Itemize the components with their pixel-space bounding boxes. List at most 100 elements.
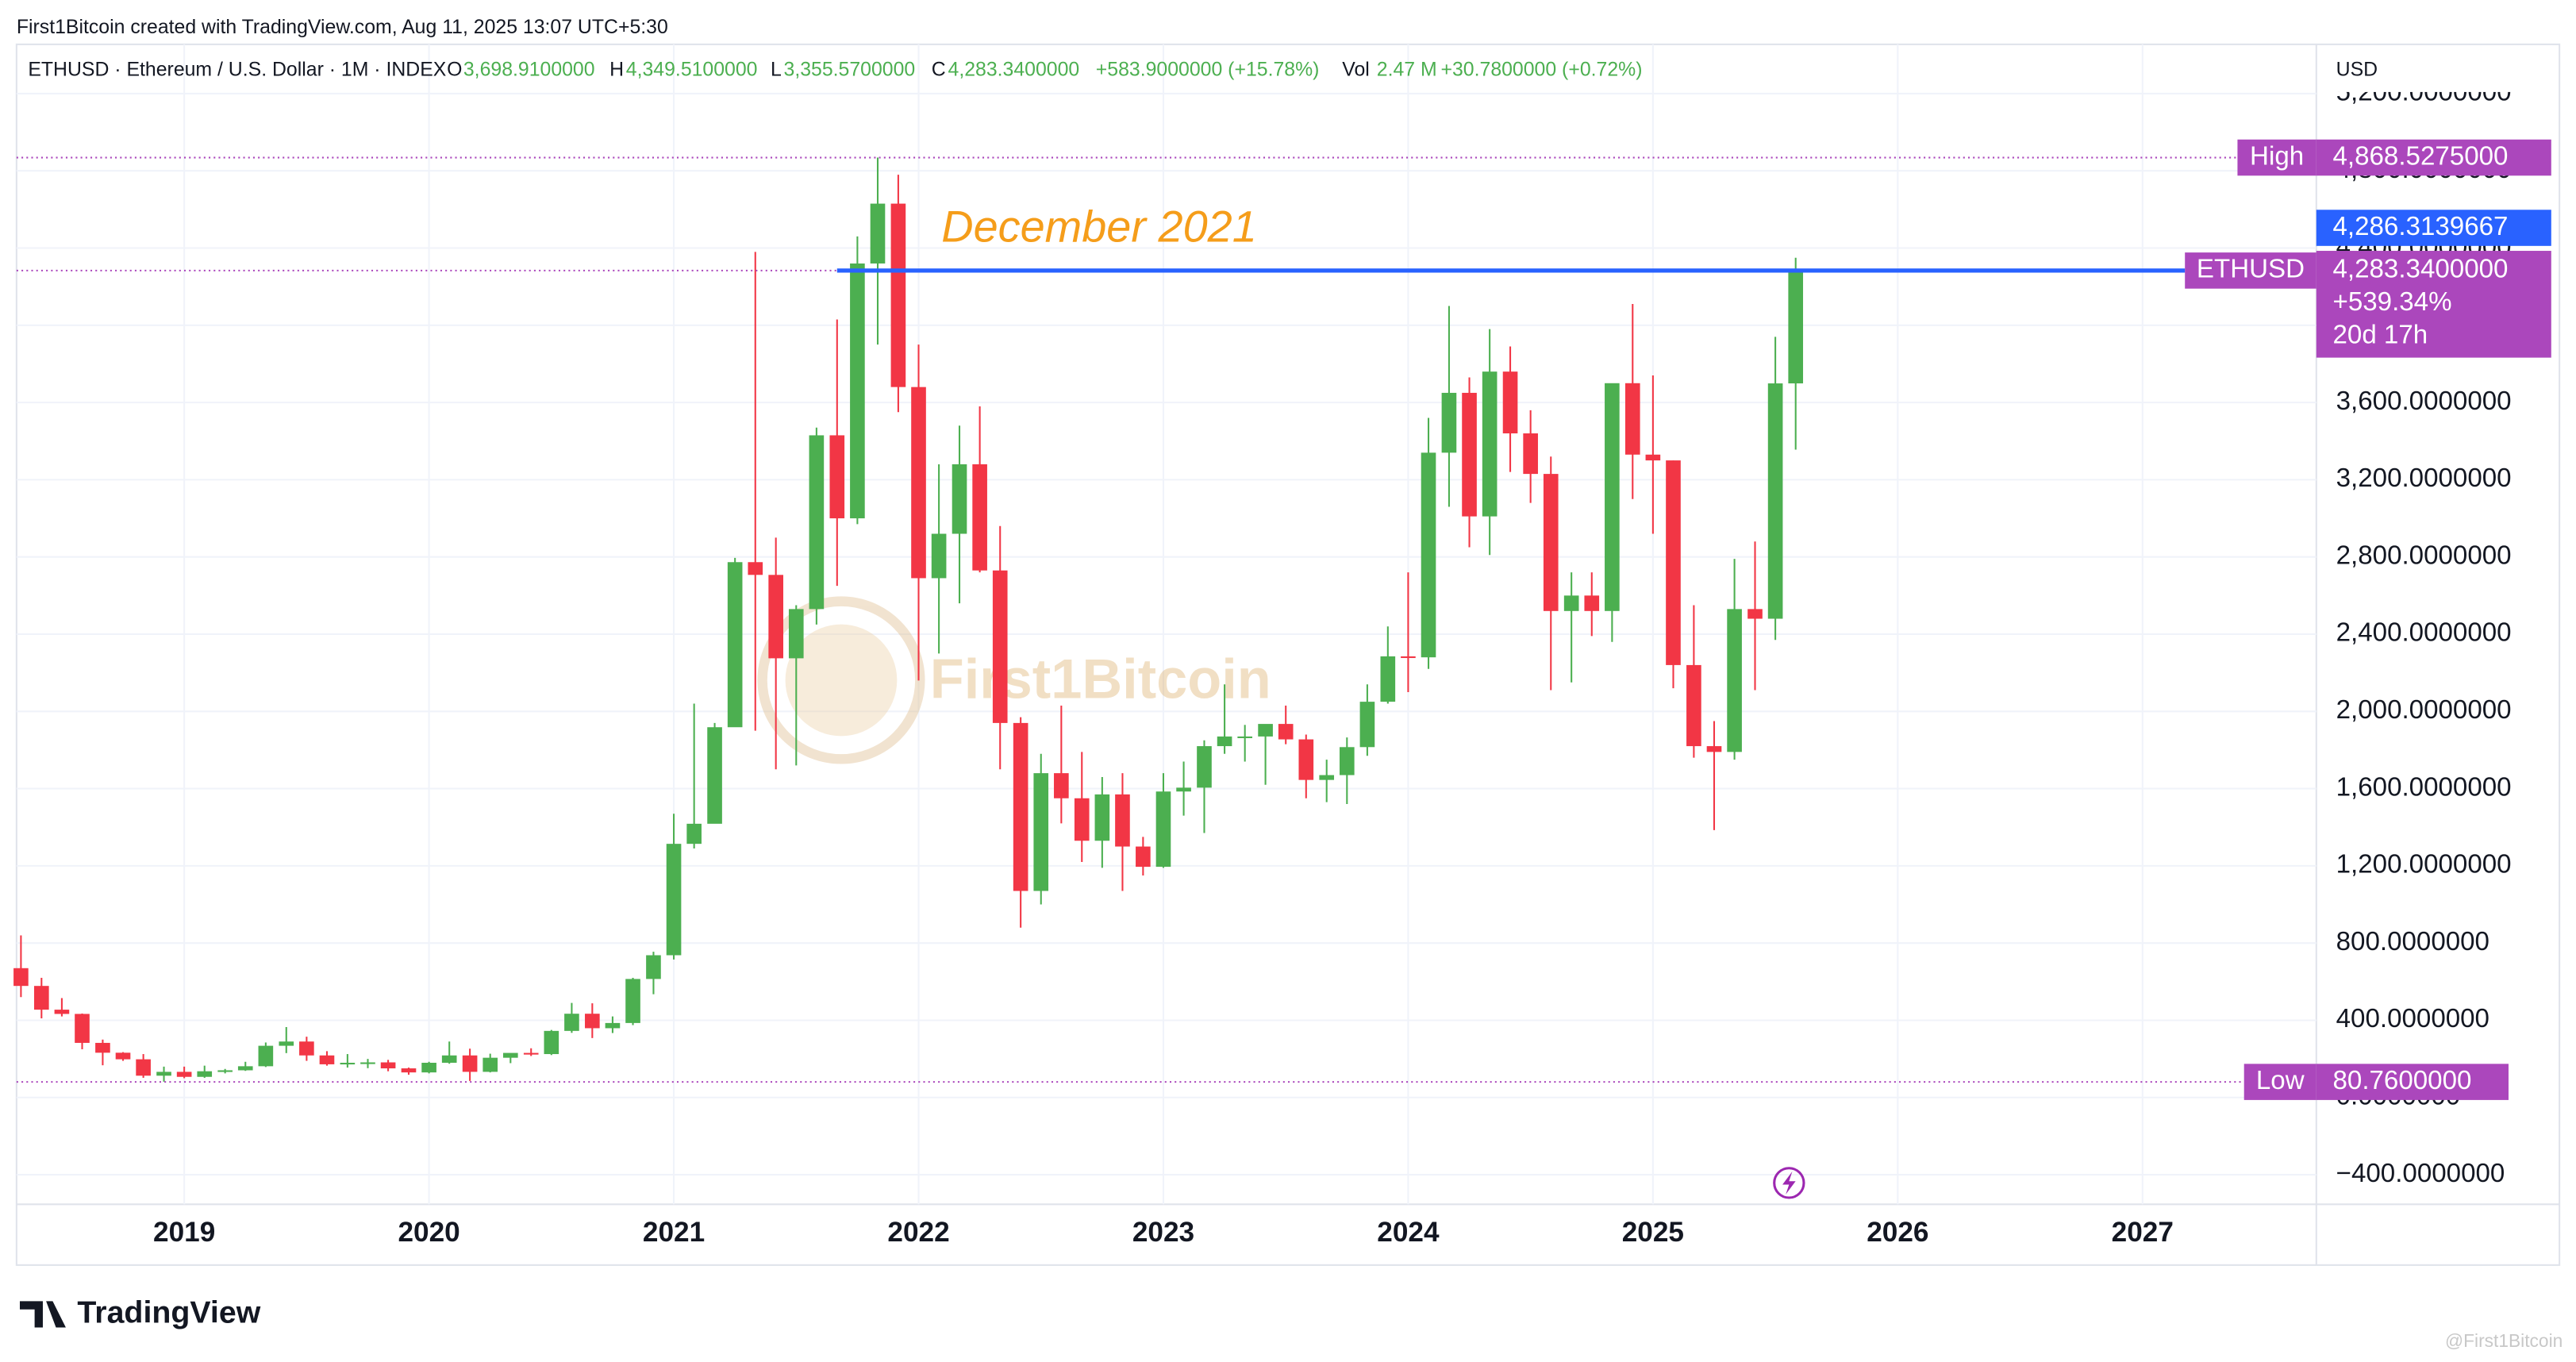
candle-body [585,1014,600,1029]
candle-body [952,464,967,534]
symbol-tag: ETHUSD [2197,255,2305,284]
watermark: First1Bitcoin [757,596,1271,764]
candle-body [544,1030,559,1055]
candle-body [136,1059,151,1076]
candle-body [870,203,886,264]
candle-body [421,1062,436,1073]
x-tick-label: 2019 [153,1217,215,1248]
candle-body [1258,724,1273,737]
vol-label: Vol [1342,60,1370,81]
candle-body [1727,609,1742,752]
candle-body [1176,787,1191,792]
y-tick-label: 2,400.0000000 [2336,618,2512,648]
change: +583.9000000 (+15.78%) [1096,60,1320,81]
candle-body [176,1072,192,1077]
candle-body [1237,736,1252,738]
price-box-bg [2316,251,2551,358]
marker-name: High [2250,141,2304,171]
candle-body [1074,798,1090,841]
candle-body [1584,595,1600,611]
candle-body [1686,664,1701,747]
candle-body [1197,746,1212,788]
y-tick-label: 1,200.0000000 [2336,850,2512,879]
watermark-disc [785,624,898,737]
y-tick-label: 2,000.0000000 [2336,695,2512,725]
candle-body [1319,775,1335,780]
candle-body [441,1055,457,1063]
marker-value-bg [2316,139,2551,176]
candle-body [380,1062,396,1069]
price-change: +539.34% [2332,287,2451,317]
candle-body [1605,383,1620,611]
candle-body [1523,433,1538,475]
corner-credit: @First1Bitcoin [2445,1330,2563,1351]
x-tick-label: 2021 [643,1217,705,1248]
x-tick-label: 2025 [1622,1217,1684,1248]
ohlc-label: H [609,60,624,81]
candle-body [686,823,702,845]
brand-logo [19,1301,66,1328]
lightning-icon[interactable] [1773,1167,1805,1199]
candle-body [646,955,661,979]
candle-body [788,609,804,659]
candle-body [666,844,682,956]
ohlc-value: 3,355.5700000 [784,60,916,81]
ohlc-label: L [771,60,782,81]
y-tick-label: −400.0000000 [2336,1159,2505,1188]
marker-name-bg [2237,139,2316,176]
x-tick-label: 2022 [887,1217,949,1248]
candle-body [931,533,947,579]
candle-body [1706,746,1722,752]
candle-body [1462,392,1477,517]
y-tick-label: 400.0000000 [2336,1004,2489,1033]
candle-body [564,1014,579,1031]
candle-body [1421,452,1436,658]
candle-body [115,1052,131,1060]
y-tick-label: 1,600.0000000 [2336,772,2512,802]
candle-body [360,1062,375,1064]
candle-body [850,263,865,519]
candle-body [707,727,722,824]
candle-body [1482,371,1498,517]
candle-body [748,562,763,575]
candle-body [605,1022,621,1029]
candle-body [1441,392,1457,453]
candle-body [197,1071,213,1077]
candle-body [13,968,29,987]
candle-body [462,1055,478,1072]
brand: TradingView [77,1295,260,1329]
candle-body [319,1055,335,1064]
currency-bg [2317,45,2559,92]
grid: −400.00000000.0000000400.0000000800.0000… [16,44,2512,1248]
candle-body [299,1041,314,1056]
candle-body [217,1070,233,1072]
watermark-text: First1Bitcoin [930,648,1271,710]
overlays: High 4,868.5275000 Low 80.7600000 December 2… [16,139,2551,1100]
candle-body [1767,383,1783,619]
watermark-ring [757,596,925,764]
candle-body [911,387,926,579]
marker-value: 80.7600000 [2332,1066,2471,1095]
candle-body [1359,702,1375,748]
candle-body [502,1052,518,1058]
candles [13,157,1804,1082]
candle-body [972,464,987,571]
candle-body [401,1068,417,1073]
candle-body [1054,773,1069,798]
ohlc-label: C [932,60,946,81]
candle-body [1401,656,1416,659]
candle-body [33,986,49,1010]
x-tick-label: 2027 [2112,1217,2174,1248]
candle-body [1298,739,1314,780]
candle-body [1339,747,1355,775]
candle-body [279,1041,294,1046]
bid-bg [2316,210,2551,246]
candle-body [237,1066,253,1071]
candle-body [258,1045,274,1067]
frame [15,43,2561,1266]
candle-body [1115,794,1130,847]
candle-body [1624,383,1640,455]
